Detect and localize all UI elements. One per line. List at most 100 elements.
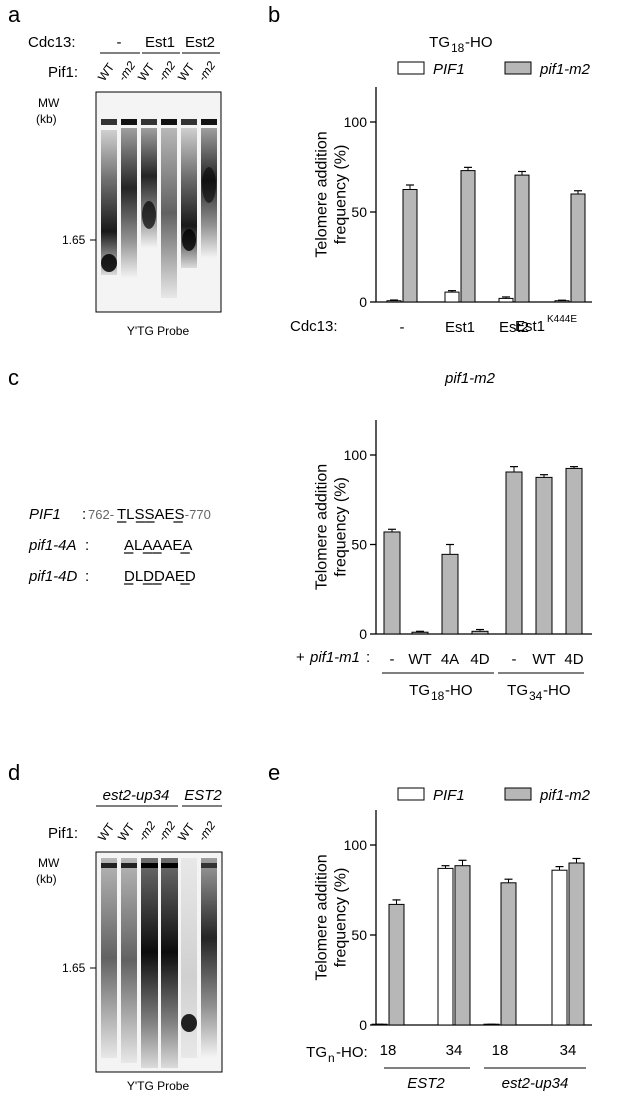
x-tick-label: 4A xyxy=(441,651,459,668)
panel-d-mw-unit: (kb) xyxy=(36,872,57,886)
x-tick-label: - xyxy=(400,319,405,336)
panel-a-group-est2: Est2 xyxy=(185,34,215,51)
panel-c-group2-suffix: -HO xyxy=(543,682,571,699)
sequence-residues: DLDDAED xyxy=(124,568,196,585)
bar xyxy=(444,291,460,303)
bar xyxy=(570,193,586,303)
x-tick-label: 34 xyxy=(446,1042,463,1059)
legend-swatch xyxy=(397,61,425,75)
panel-d-lane-label: -m2 xyxy=(155,818,179,843)
bar xyxy=(388,903,405,1026)
legend-swatch xyxy=(504,787,532,801)
panel-c-group1-sub: 18 xyxy=(431,689,445,703)
x-tick-label: - xyxy=(390,651,395,668)
legend-label: pif1-m2 xyxy=(539,787,591,804)
panel-c-title: pif1-m2 xyxy=(444,370,496,387)
panel-a-gel-image xyxy=(95,91,222,313)
panel-a-lane-label: -m2 xyxy=(195,58,219,83)
panel-d-lane-label: -m2 xyxy=(195,818,219,843)
x-tick-label: Est1 xyxy=(445,319,475,336)
panel-d-probe-label: Y'TG Probe xyxy=(127,1079,190,1093)
x-tick-label: WT xyxy=(408,651,431,668)
panel-a-mw-unit: (kb) xyxy=(36,112,57,126)
y-tick-label: 100 xyxy=(344,447,368,463)
y-tick-label: 100 xyxy=(344,837,368,853)
panel-a-lane-label: WT xyxy=(135,60,158,84)
panel-d-mw-label: MW xyxy=(38,856,60,870)
sequence-colon: : xyxy=(85,537,89,554)
bar xyxy=(500,882,517,1026)
panel-e-group1: EST2 xyxy=(407,1075,445,1092)
panel-a-cdc13-header: Cdc13: xyxy=(28,34,76,51)
panel-e-label: e xyxy=(268,760,280,785)
panel-d-lane-label: WT xyxy=(175,820,198,844)
panel-a-label: a xyxy=(8,2,21,27)
y-tick-label: 50 xyxy=(351,537,367,553)
bar xyxy=(535,476,553,635)
panel-b-est1k-sup: K444E xyxy=(547,314,577,325)
legend-label: PIF1 xyxy=(433,61,465,78)
panel-a-probe-label: Y'TG Probe xyxy=(127,324,190,338)
legend-label: pif1-m2 xyxy=(539,61,591,78)
panel-a-pif1-header: Pif1: xyxy=(48,64,78,81)
sequence-start-position: 762- xyxy=(88,507,114,522)
x-tick-label: 34 xyxy=(560,1042,577,1059)
panel-c-xrow-prefix: + xyxy=(296,649,305,666)
y-axis-label: Telomere addition frequency (%) xyxy=(313,854,349,980)
panel-c-xrow-italic: pif1-m1 xyxy=(309,649,360,666)
bar xyxy=(437,867,454,1026)
panel-c-group1-tg: TG xyxy=(409,682,430,699)
y-axis-label: Telomere addition frequency (%) xyxy=(313,464,349,590)
y-tick-label: 50 xyxy=(351,204,367,220)
panel-a-lane-labels: WT -m2 WT -m2 WT -m2 xyxy=(95,58,219,83)
panel-a: a Cdc13: - Est1 Est2 Pif1: WT -m2 WT -m2… xyxy=(8,2,222,338)
bar xyxy=(565,467,583,635)
panel-d-pif1-header: Pif1: xyxy=(48,825,78,842)
x-tick-label: Est2 xyxy=(499,319,529,336)
sequence-end-position: -770 xyxy=(185,507,211,522)
panel-a-lane-label: WT xyxy=(95,60,118,84)
panel-d-label: d xyxy=(8,760,20,785)
panel-a-group-none: - xyxy=(117,34,122,51)
panel-c-group1-suffix: -HO xyxy=(445,682,473,699)
panel-a-mw-label: MW xyxy=(38,96,60,110)
panel-d-mw-marker: 1.65 xyxy=(62,961,86,975)
bar xyxy=(551,869,568,1026)
sequence-residues: ALAAAEA xyxy=(124,537,192,554)
panel-e-xrow-sub: n xyxy=(328,1051,335,1065)
bar xyxy=(460,170,476,303)
panel-e-xrow-tg: TG xyxy=(306,1044,327,1061)
panel-c-label: c xyxy=(8,365,19,390)
y-tick-label: 0 xyxy=(359,1017,367,1033)
sequence-residues: TLSSAES xyxy=(117,506,185,523)
bar xyxy=(505,471,523,635)
panel-d-gel-image xyxy=(95,851,223,1073)
sequence-name: pif1-4D xyxy=(28,568,78,585)
panel-b-title-tg: TG xyxy=(429,34,450,51)
bar xyxy=(383,531,401,635)
panel-c-xrow-suffix: : xyxy=(366,649,370,666)
x-tick-label: 4D xyxy=(564,651,583,668)
sequence-colon: : xyxy=(82,506,86,523)
panel-b-xrow-header: Cdc13: xyxy=(290,318,338,335)
y-tick-label: 0 xyxy=(359,294,367,310)
legend-swatch xyxy=(504,61,532,75)
bar xyxy=(402,189,418,303)
panel-d-group2: EST2 xyxy=(184,787,222,804)
y-tick-label: 50 xyxy=(351,927,367,943)
x-tick-label: 18 xyxy=(380,1042,397,1059)
sequence-name: pif1-4A xyxy=(28,537,77,554)
bar xyxy=(568,862,585,1026)
panel-e-group2: est2-up34 xyxy=(502,1075,569,1092)
panel-a-lane-label: WT xyxy=(175,60,198,84)
panel-d-lane-label: -m2 xyxy=(135,818,159,843)
x-tick-label: - xyxy=(512,651,517,668)
panel-d-lane-labels: WT WT -m2 -m2 WT -m2 xyxy=(95,818,219,843)
panel-a-mw-marker: 1.65 xyxy=(62,233,86,247)
